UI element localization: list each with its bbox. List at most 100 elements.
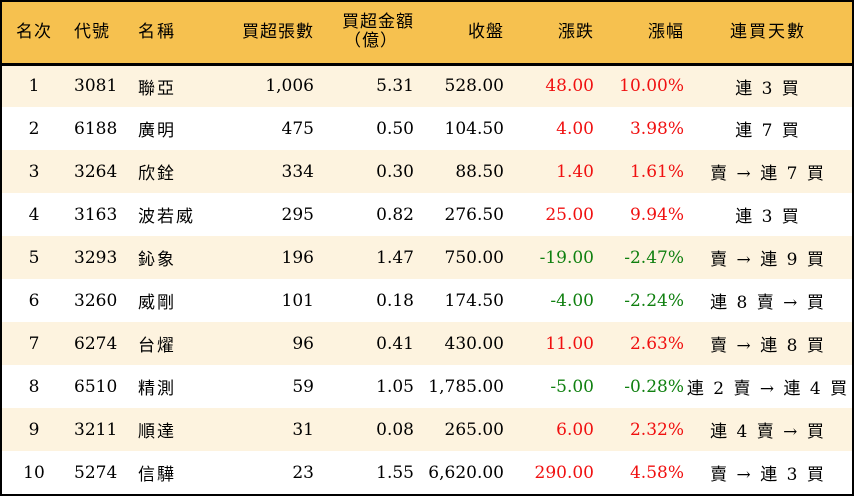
header-net-buy-amount-unit: （億） <box>344 31 398 52</box>
close-cell: 88.50 <box>455 161 504 182</box>
header-code: 代號 <box>66 2 136 66</box>
net-buy-lots-cell: 475 <box>281 118 314 139</box>
rank-cell: 5 <box>28 247 40 268</box>
close-cell: 104.50 <box>444 118 504 139</box>
net-buy-amount-cell: 1.47 <box>376 247 414 268</box>
change-cell: -4.00 <box>550 290 594 311</box>
change-pct-cell: -0.28% <box>624 376 684 397</box>
rank-cell: 6 <box>28 290 40 311</box>
change-pct-cell: 4.58% <box>629 462 684 483</box>
name-cell: 精測 <box>138 379 176 399</box>
change-cell: -5.00 <box>550 376 594 397</box>
net-buy-lots-cell: 23 <box>292 462 314 483</box>
name-cell: 波若威 <box>138 207 195 227</box>
net-buy-lots-cell: 59 <box>292 376 314 397</box>
net-buy-lots-cell: 96 <box>292 333 314 354</box>
header-name: 名稱 <box>136 2 224 66</box>
close-cell: 6,620.00 <box>428 462 504 483</box>
table-row: 4 3163 波若威 295 0.82 276.50 25.00 9.94% 連… <box>2 193 852 236</box>
net-buy-amount-cell: 5.31 <box>376 76 414 97</box>
table-row: 10 5274 信驊 23 1.55 6,620.00 290.00 4.58%… <box>2 451 852 494</box>
change-cell: 25.00 <box>545 204 594 225</box>
net-buy-amount-cell: 1.05 <box>376 376 414 397</box>
close-cell: 430.00 <box>444 333 504 354</box>
code-cell: 3081 <box>74 76 118 97</box>
close-cell: 276.50 <box>444 204 504 225</box>
rank-cell: 7 <box>28 333 40 354</box>
change-cell: 6.00 <box>556 419 594 440</box>
streak-cell: 連 2 賣 → 連 4 買 <box>686 379 850 399</box>
net-buy-lots-cell: 31 <box>292 419 314 440</box>
name-cell: 廣明 <box>138 121 176 141</box>
net-buy-amount-cell: 0.50 <box>376 118 414 139</box>
net-buy-lots-cell: 295 <box>281 204 314 225</box>
change-pct-cell: -2.47% <box>624 247 684 268</box>
change-cell: 48.00 <box>545 76 594 97</box>
header-change: 漲跌 <box>504 2 594 66</box>
change-cell: 1.40 <box>556 161 594 182</box>
table-row: 8 6510 精測 59 1.05 1,785.00 -5.00 -0.28% … <box>2 365 852 408</box>
name-cell: 欣銓 <box>138 164 176 184</box>
close-cell: 750.00 <box>444 247 504 268</box>
net-buy-amount-cell: 0.08 <box>376 419 414 440</box>
streak-cell: 賣 → 連 7 買 <box>710 164 826 184</box>
header-net-buy-amount: 買超金額 （億） <box>314 2 414 66</box>
name-cell: 順達 <box>138 422 176 442</box>
rank-cell: 2 <box>28 118 40 139</box>
change-cell: 290.00 <box>534 462 594 483</box>
rank-cell: 1 <box>28 76 40 97</box>
table-row: 7 6274 台燿 96 0.41 430.00 11.00 2.63% 賣 →… <box>2 322 852 365</box>
code-cell: 3163 <box>74 204 118 225</box>
table-row: 1 3081 聯亞 1,006 5.31 528.00 48.00 10.00%… <box>2 64 852 107</box>
rank-cell: 4 <box>28 204 40 225</box>
change-cell: 4.00 <box>556 118 594 139</box>
net-buy-amount-cell: 0.41 <box>376 333 414 354</box>
net-buy-lots-cell: 196 <box>281 247 314 268</box>
header-rank: 名次 <box>2 2 66 66</box>
streak-cell: 賣 → 連 8 買 <box>710 336 826 356</box>
streak-cell: 賣 → 連 3 買 <box>710 465 826 485</box>
rank-cell: 10 <box>23 462 45 483</box>
header-net-buy-lots: 買超張數 <box>224 2 314 66</box>
streak-cell: 連 3 買 <box>735 78 801 99</box>
change-pct-cell: 2.32% <box>629 419 684 440</box>
close-cell: 265.00 <box>444 419 504 440</box>
header-change-pct: 漲幅 <box>594 2 684 66</box>
code-cell: 5274 <box>74 462 118 483</box>
table-row: 2 6188 廣明 475 0.50 104.50 4.00 3.98% 連 7… <box>2 107 852 150</box>
table-row: 9 3211 順達 31 0.08 265.00 6.00 2.32% 連 4 … <box>2 408 852 451</box>
code-cell: 6188 <box>74 118 118 139</box>
rank-cell: 8 <box>28 376 40 397</box>
code-cell: 3264 <box>74 161 118 182</box>
streak-cell: 連 4 賣 → 買 <box>710 422 826 442</box>
name-cell: 威剛 <box>138 293 176 313</box>
header-streak: 連買天數 <box>684 2 852 66</box>
code-cell: 6274 <box>74 333 118 354</box>
streak-cell: 連 7 買 <box>735 121 801 141</box>
change-pct-cell: 9.94% <box>629 204 684 225</box>
name-cell: 信驊 <box>138 465 176 485</box>
net-buy-lots-cell: 101 <box>281 290 314 311</box>
net-buy-amount-cell: 0.30 <box>376 161 414 182</box>
close-cell: 528.00 <box>444 76 504 97</box>
streak-cell: 連 3 買 <box>735 207 801 227</box>
code-cell: 3260 <box>74 290 118 311</box>
rank-cell: 9 <box>28 419 40 440</box>
code-cell: 3293 <box>74 247 118 268</box>
close-cell: 174.50 <box>444 290 504 311</box>
change-pct-cell: 1.61% <box>629 161 684 182</box>
change-pct-cell: 3.98% <box>629 118 684 139</box>
header-close: 收盤 <box>414 2 504 66</box>
streak-cell: 賣 → 連 9 買 <box>710 250 826 270</box>
net-buy-amount-cell: 1.55 <box>376 462 414 483</box>
change-cell: 11.00 <box>545 333 594 354</box>
name-cell: 聯亞 <box>138 78 176 99</box>
change-pct-cell: -2.24% <box>624 290 684 311</box>
code-cell: 3211 <box>74 419 118 440</box>
change-pct-cell: 2.63% <box>629 333 684 354</box>
rank-cell: 3 <box>28 161 40 182</box>
change-cell: -19.00 <box>539 247 594 268</box>
header-net-buy-amount-line1: 買超金額 <box>342 12 414 33</box>
